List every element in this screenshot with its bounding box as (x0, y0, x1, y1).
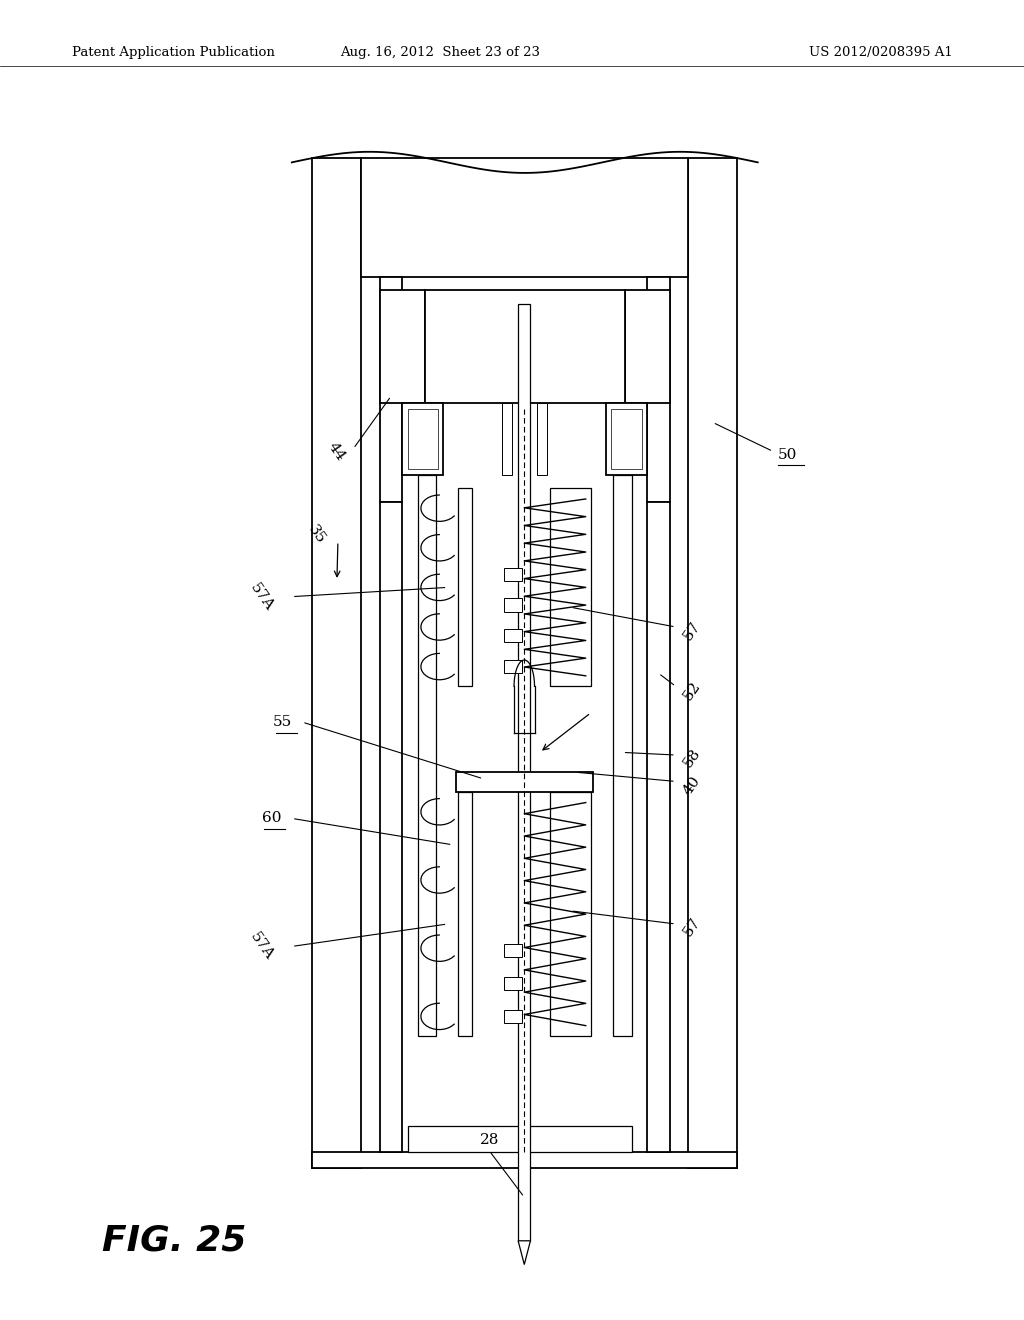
Text: 44: 44 (326, 440, 348, 463)
Bar (613, 475, 632, 1036)
Text: 52: 52 (681, 678, 703, 702)
Bar (380, 277, 402, 502)
Bar (606, 403, 647, 475)
Bar (312, 1152, 737, 1168)
Bar (625, 290, 670, 403)
Text: Aug. 16, 2012  Sheet 23 of 23: Aug. 16, 2012 Sheet 23 of 23 (340, 46, 541, 59)
Bar (380, 502, 402, 1152)
Bar (312, 158, 361, 1168)
Bar (312, 158, 361, 1168)
Bar (425, 290, 625, 403)
Bar (625, 290, 670, 403)
Bar (647, 277, 670, 502)
Text: 35: 35 (305, 523, 328, 546)
Bar (458, 488, 472, 686)
Text: FIG. 25: FIG. 25 (102, 1224, 247, 1258)
Text: 57A: 57A (248, 931, 276, 962)
Bar (312, 1152, 737, 1168)
Bar (456, 772, 593, 792)
Bar (380, 502, 402, 1152)
Text: 28: 28 (480, 1133, 499, 1147)
Polygon shape (518, 1241, 530, 1265)
Bar (647, 502, 670, 1152)
Bar (408, 1126, 632, 1152)
Bar (402, 403, 443, 475)
Bar (519, 403, 529, 475)
Bar (504, 630, 522, 643)
Bar (647, 277, 670, 502)
Text: 55: 55 (272, 715, 292, 729)
Bar (504, 568, 522, 581)
Bar (418, 475, 436, 1036)
Bar (380, 290, 425, 403)
Bar (647, 502, 670, 1152)
Bar (458, 792, 472, 1036)
Bar (688, 158, 737, 1168)
Bar (504, 598, 522, 611)
Text: 58: 58 (681, 746, 703, 770)
Bar (380, 290, 425, 403)
Bar (408, 409, 438, 469)
Text: Patent Application Publication: Patent Application Publication (72, 46, 274, 59)
Text: 40: 40 (681, 774, 703, 797)
Bar (504, 660, 522, 673)
Bar (550, 792, 591, 1036)
Text: 60: 60 (262, 812, 282, 825)
Bar (550, 792, 591, 1036)
Text: 57: 57 (681, 915, 703, 939)
Bar (504, 1010, 522, 1023)
Bar (611, 409, 642, 469)
Bar (550, 488, 591, 686)
Bar (504, 977, 522, 990)
Bar (518, 304, 530, 1241)
Text: US 2012/0208395 A1: US 2012/0208395 A1 (809, 46, 952, 59)
Bar (504, 944, 522, 957)
Bar (688, 158, 737, 1168)
Text: 57: 57 (681, 619, 703, 643)
Bar (537, 403, 547, 475)
Text: 57A: 57A (248, 581, 276, 612)
Bar (550, 488, 591, 686)
Bar (502, 403, 512, 475)
Bar (380, 277, 402, 502)
Bar (361, 158, 688, 277)
Text: 50: 50 (778, 449, 798, 462)
